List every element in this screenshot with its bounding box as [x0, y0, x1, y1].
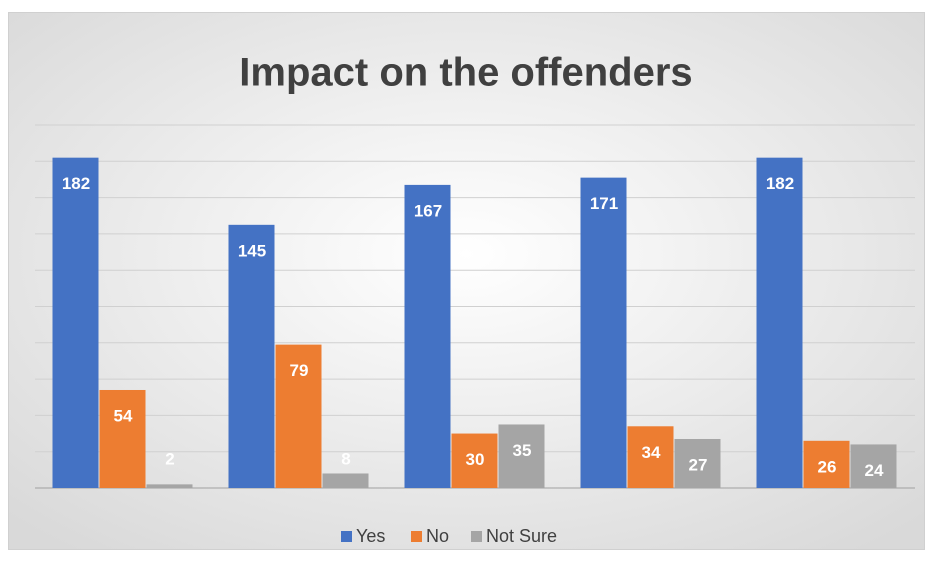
bar [322, 473, 369, 488]
bar [850, 444, 897, 488]
data-label: 24 [865, 461, 884, 480]
bar [99, 389, 146, 488]
bar [803, 440, 850, 488]
data-label: 27 [689, 455, 708, 474]
bar [52, 157, 99, 489]
data-label: 54 [114, 406, 133, 425]
bar [674, 438, 721, 488]
data-label: 34 [642, 443, 661, 462]
legend-swatch [341, 531, 352, 542]
data-label: 2 [165, 449, 174, 468]
data-label: 182 [62, 174, 90, 193]
bar [498, 424, 545, 488]
data-label: 26 [818, 457, 837, 476]
data-label: 182 [766, 174, 794, 193]
data-label: 145 [238, 241, 266, 260]
bar [275, 344, 322, 488]
bar [228, 224, 275, 488]
data-label: 30 [466, 450, 485, 469]
legend-label: No [426, 526, 449, 546]
bar [404, 184, 451, 488]
legend-label: Yes [356, 526, 385, 546]
legend-swatch [471, 531, 482, 542]
legend-swatch [411, 531, 422, 542]
legend-label: Not Sure [486, 526, 557, 546]
bar [580, 177, 627, 488]
bar [756, 157, 803, 489]
data-label: 167 [414, 201, 442, 220]
chart-title: Impact on the offenders [239, 51, 692, 95]
data-label: 8 [341, 449, 350, 468]
bar [627, 426, 674, 488]
data-label: 171 [590, 194, 618, 213]
bar [146, 484, 193, 488]
data-label: 79 [290, 361, 309, 380]
data-label: 35 [513, 441, 532, 460]
bar [451, 433, 498, 488]
